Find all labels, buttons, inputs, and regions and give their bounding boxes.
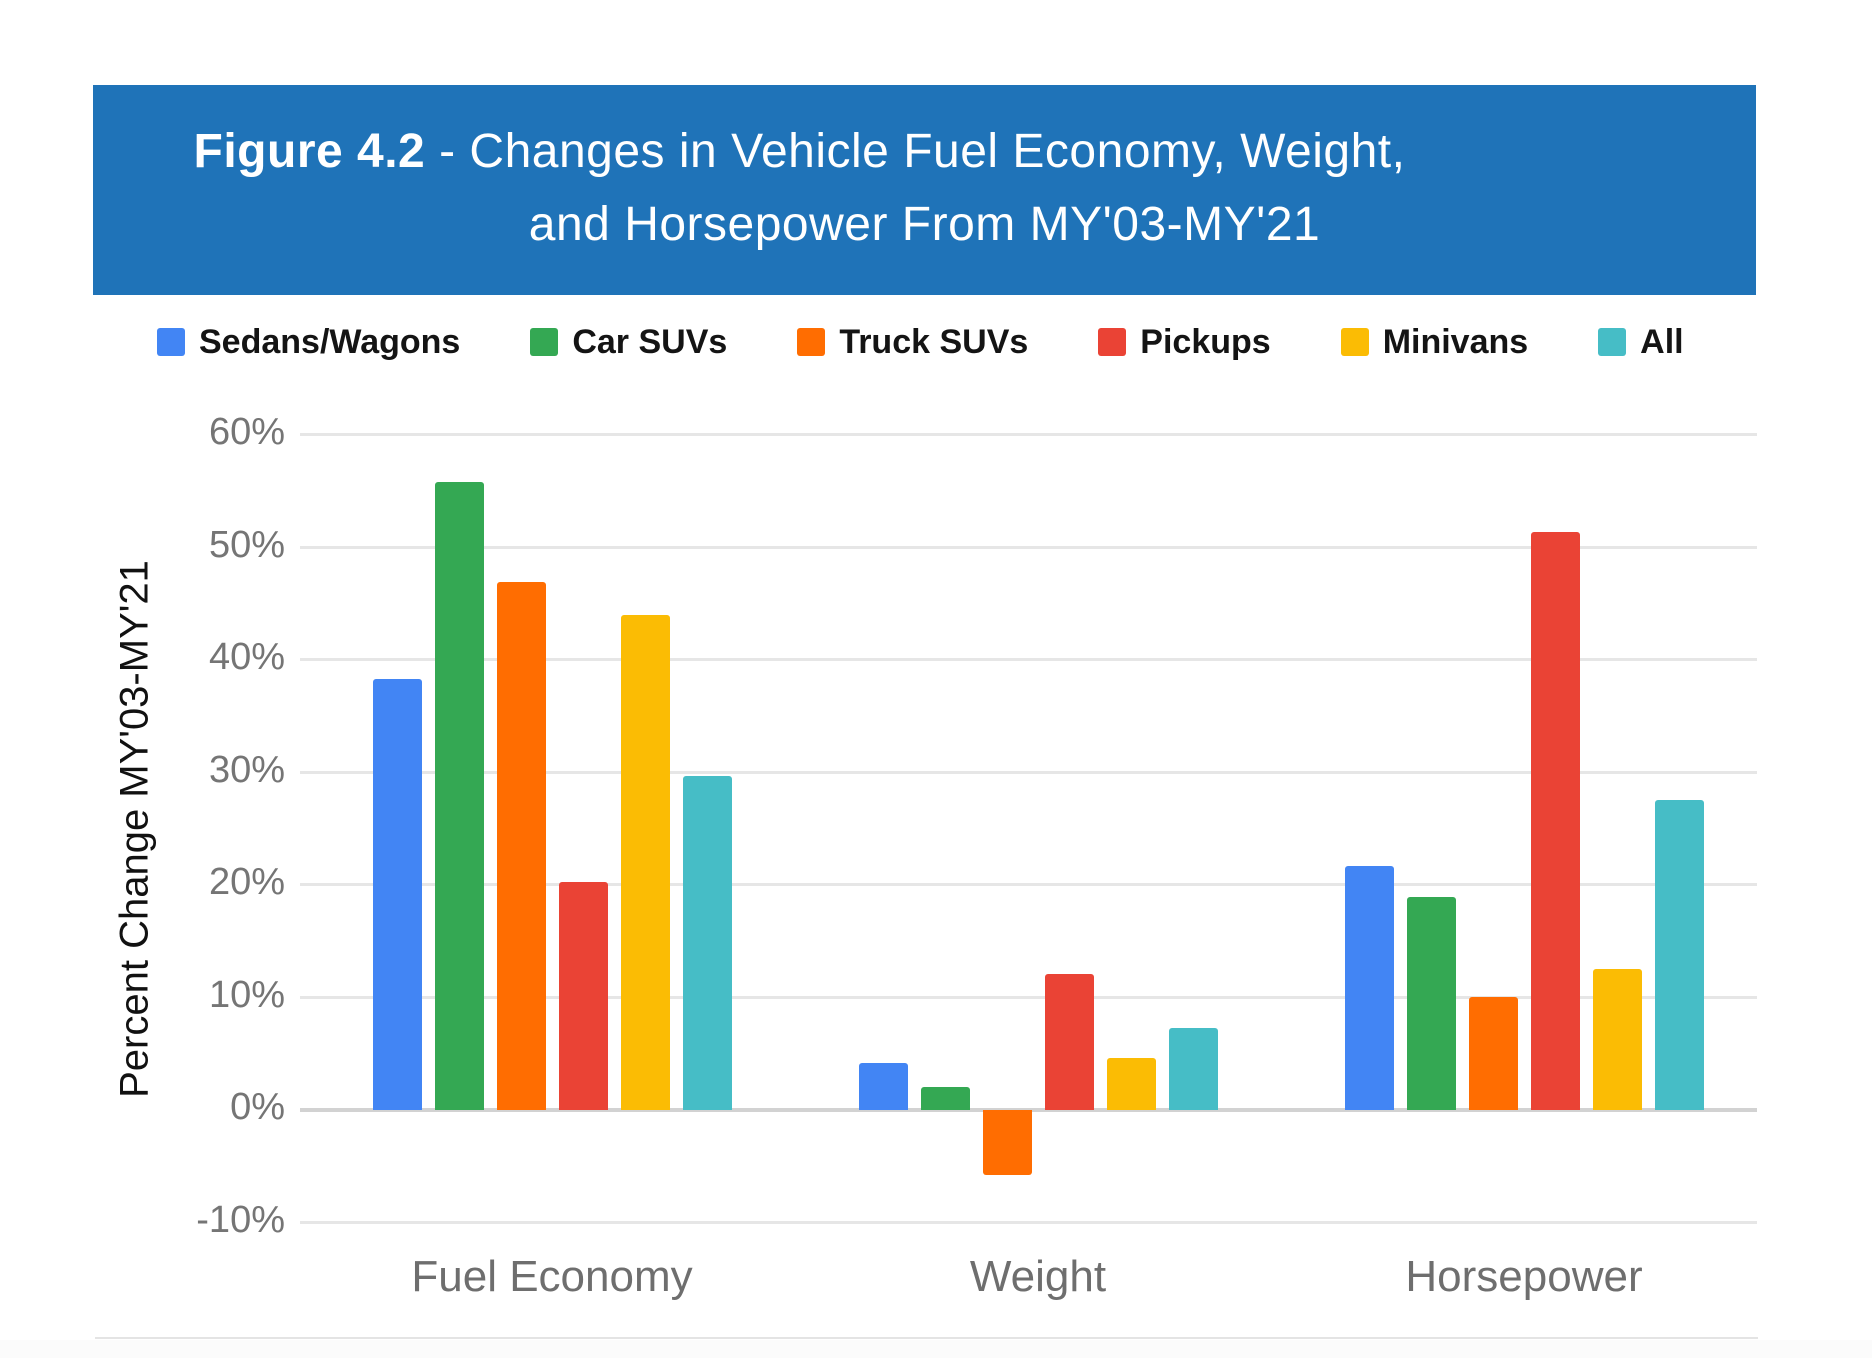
gridline-30 — [300, 770, 1757, 774]
y-tick-label-60: 60% — [208, 411, 285, 453]
x-axis-label-fuel-economy: Fuel Economy — [411, 1252, 693, 1301]
figure-title-line2: and Horsepower From MY'03-MY'21 — [528, 198, 1321, 251]
legend-swatch-car-suvs — [530, 328, 559, 356]
bar-sedans-wagons-fuel-economy — [372, 679, 422, 1111]
y-tick-label-30: 30% — [208, 748, 285, 791]
legend-swatch-pickups — [1098, 328, 1127, 356]
bottom-margin — [0, 1340, 1872, 1358]
legend-swatch-truck-suvs — [797, 328, 826, 356]
legend-item-truck-suvs: Truck SUVs — [797, 323, 1028, 362]
gridline-10 — [300, 995, 1757, 999]
bar-sedans-wagons-weight — [858, 1063, 908, 1111]
legend-item-car-suvs: Car SUVs — [530, 323, 727, 362]
figure-title-number: Figure 4.2 — [193, 125, 426, 178]
bar-sedans-wagons-horsepower — [1344, 866, 1394, 1111]
gridline-40 — [300, 658, 1757, 662]
chart-legend: Sedans/Wagons Car SUVs Truck SUVs Pickups Mi… — [157, 320, 1684, 364]
bar-pickups-fuel-economy — [558, 881, 608, 1111]
bar-car-suvs-weight — [920, 1086, 970, 1111]
legend-label-minivans: Minivans — [1382, 322, 1529, 361]
bar-car-suvs-horsepower — [1406, 896, 1456, 1111]
bar-truck-suvs-fuel-economy — [496, 582, 546, 1111]
y-tick-label-50: 50% — [208, 523, 285, 566]
y-tick-label-0: 0% — [230, 1086, 285, 1129]
bar-truck-suvs-weight — [982, 1110, 1032, 1175]
bar-minivans-horsepower — [1592, 968, 1642, 1111]
y-tick-label-10: 10% — [208, 973, 285, 1016]
plot-area — [300, 433, 1757, 1224]
legend-label-sedans-wagons: Sedans/Wagons — [199, 322, 461, 361]
legend-label-car-suvs: Car SUVs — [572, 322, 728, 361]
bar-minivans-fuel-economy — [620, 615, 670, 1111]
y-tick-label--10: -10% — [196, 1199, 285, 1241]
bar-car-suvs-fuel-economy — [434, 482, 484, 1111]
legend-item-sedans-wagons: Sedans/Wagons — [157, 323, 460, 362]
figure-title-line1: Changes in Vehicle Fuel Economy, Weight, — [469, 125, 1406, 178]
bar-minivans-weight — [1106, 1057, 1156, 1111]
legend-swatch-all — [1598, 328, 1627, 356]
bar-pickups-horsepower — [1530, 531, 1580, 1111]
bar-pickups-weight — [1044, 974, 1094, 1111]
legend-label-all: All — [1640, 322, 1684, 361]
figure-title: Figure 4.2 - Changes in Vehicle Fuel Eco… — [93, 85, 1756, 261]
gridline-60 — [300, 433, 1757, 436]
y-tick-label-20: 20% — [208, 861, 285, 904]
bottom-divider — [95, 1337, 1758, 1339]
gridline-20 — [300, 883, 1757, 887]
legend-label-pickups: Pickups — [1140, 322, 1271, 361]
legend-item-all: All — [1598, 322, 1684, 362]
gridline-50 — [300, 545, 1757, 549]
bar-all-fuel-economy — [682, 776, 732, 1111]
x-axis-label-horsepower: Horsepower — [1405, 1252, 1643, 1301]
bar-all-horsepower — [1654, 799, 1704, 1111]
y-axis-tick-labels: 60% 50% 40% 30% 20% 10% 0% -10% — [120, 411, 285, 1241]
legend-swatch-sedans-wagons — [157, 328, 185, 356]
y-tick-label-40: 40% — [208, 636, 285, 679]
bar-truck-suvs-horsepower — [1468, 996, 1518, 1111]
gridline--10 — [300, 1221, 1757, 1224]
figure-header: Figure 4.2 - Changes in Vehicle Fuel Eco… — [93, 85, 1756, 295]
bar-all-weight — [1168, 1028, 1218, 1111]
x-axis-labels: Fuel Economy Weight Horsepower — [300, 1252, 1757, 1312]
legend-item-minivans: Minivans — [1340, 322, 1529, 362]
legend-label-truck-suvs: Truck SUVs — [839, 322, 1029, 361]
legend-swatch-minivans — [1340, 328, 1369, 356]
figure-title-separator: - — [425, 125, 470, 178]
legend-item-pickups: Pickups — [1098, 322, 1271, 362]
x-axis-label-weight: Weight — [969, 1252, 1107, 1301]
